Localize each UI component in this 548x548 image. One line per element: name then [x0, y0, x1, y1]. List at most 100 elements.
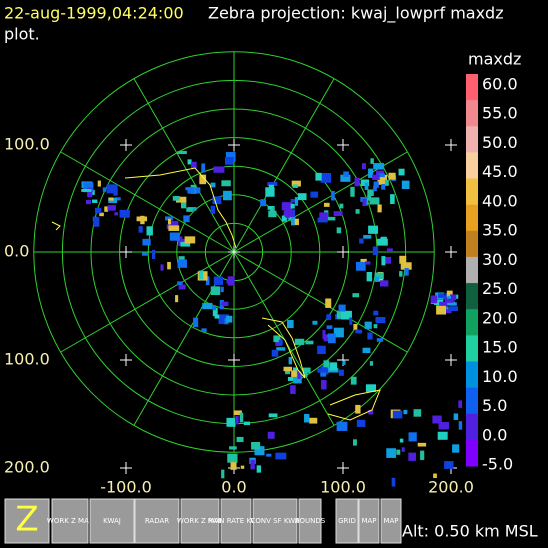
- colorbar-label: 15.0: [482, 338, 518, 357]
- echo-cell: [266, 453, 272, 457]
- colorbar-title: maxdz: [468, 50, 521, 69]
- echo-cell: [186, 207, 193, 212]
- echo-cell: [169, 220, 179, 228]
- echo-cell: [141, 252, 148, 256]
- icon-button[interactable]: [51, 498, 89, 544]
- colorbar-swatch: [466, 283, 478, 310]
- echo-cell: [290, 203, 295, 209]
- icon-button[interactable]: [358, 498, 380, 544]
- echo-cell: [386, 248, 393, 252]
- echo-cell: [390, 194, 395, 205]
- icon-label: MAP: [383, 517, 398, 525]
- echo-cell: [352, 439, 357, 446]
- echo-cell: [370, 158, 374, 164]
- echo-cell: [392, 410, 403, 419]
- echo-cell: [294, 338, 305, 345]
- echo-cell: [323, 202, 330, 207]
- echo-cell: [436, 305, 447, 315]
- echo-cell: [364, 321, 372, 329]
- echo-cell: [224, 157, 234, 165]
- echo-cell: [374, 276, 380, 282]
- colorbar-swatch: [466, 74, 478, 101]
- echo-cell: [178, 284, 186, 290]
- icon-label: CONV SF KWA: [250, 517, 299, 525]
- icon-button[interactable]: [89, 498, 135, 544]
- echo-cell: [385, 256, 392, 264]
- echo-cell: [142, 238, 151, 246]
- icon-button[interactable]: [380, 498, 402, 544]
- echo-cell: [329, 362, 338, 371]
- echo-cell: [180, 241, 191, 247]
- icon-label: WORK Z MAP: [177, 517, 223, 525]
- echo-cell: [291, 216, 295, 226]
- echo-cell: [353, 324, 358, 330]
- echo-cell: [268, 413, 278, 418]
- echo-cell: [212, 307, 218, 317]
- echo-cell: [338, 369, 344, 376]
- echo-cell: [360, 258, 367, 262]
- y-axis-label: 200.0: [4, 458, 50, 477]
- icon-button[interactable]: [134, 498, 180, 544]
- icon-button[interactable]: [4, 498, 50, 544]
- echo-cell: [199, 174, 207, 185]
- echo-cell: [114, 212, 119, 216]
- icon-button[interactable]: [180, 498, 220, 544]
- y-axis-label: 100.0: [4, 350, 50, 369]
- echo-cell: [417, 442, 427, 447]
- echo-cell: [290, 198, 298, 203]
- echo-cell: [221, 180, 231, 187]
- range-ring: [33, 51, 435, 453]
- echo-cell: [399, 271, 403, 277]
- echo-cell: [355, 404, 361, 414]
- colorbar-label: 0.0: [482, 425, 507, 444]
- echo-cell: [304, 413, 310, 423]
- echo-cell: [361, 163, 366, 170]
- echo-cell: [372, 246, 379, 256]
- echo-cell: [446, 290, 453, 298]
- echo-cell: [437, 431, 448, 440]
- echo-cell: [210, 205, 216, 215]
- azimuth-line: [60, 251, 235, 353]
- icon-label: GRID: [338, 517, 356, 525]
- echo-cell: [365, 384, 377, 392]
- echo-cell: [444, 309, 452, 314]
- echo-cell: [432, 415, 442, 424]
- echo-cell: [381, 184, 386, 190]
- echo-cell: [92, 199, 98, 203]
- echo-cell: [169, 232, 180, 241]
- echo-cell: [350, 376, 357, 385]
- echo-cell: [187, 159, 192, 165]
- colorbar-swatch: [466, 413, 478, 441]
- echo-cell: [292, 184, 299, 188]
- echo-cell: [403, 409, 408, 415]
- icon-button[interactable]: [335, 498, 359, 544]
- icon-button[interactable]: [298, 498, 322, 544]
- echo-cell: [341, 310, 352, 320]
- echo-cell: [372, 174, 380, 180]
- azimuth-line: [60, 151, 235, 253]
- icon-label: RAIN RATE KWAJ: [208, 517, 264, 525]
- echo-cell: [399, 255, 407, 264]
- x-axis-label: 100.0: [320, 478, 366, 497]
- echo-cell: [230, 462, 237, 470]
- echo-cell: [305, 340, 314, 345]
- echo-cell: [443, 295, 451, 300]
- echo-cell: [373, 310, 379, 316]
- y-axis-label: 0.0: [4, 242, 29, 261]
- echo-cell: [338, 304, 346, 312]
- echo-cell: [240, 465, 245, 469]
- echo-cell: [108, 197, 114, 201]
- echo-cell: [226, 315, 233, 323]
- echo-cell: [336, 310, 342, 319]
- colorbar-swatch: [466, 126, 478, 153]
- echo-cell: [175, 196, 187, 203]
- echo-cell: [367, 332, 373, 340]
- echo-cell: [315, 172, 322, 181]
- icon-button[interactable]: [220, 498, 252, 544]
- echo-cell: [312, 320, 318, 325]
- colorbar-label: 10.0: [482, 367, 518, 386]
- echo-cell: [363, 235, 372, 239]
- echo-cell: [201, 163, 206, 173]
- echo-cell: [321, 379, 327, 390]
- icon-button[interactable]: [252, 498, 298, 544]
